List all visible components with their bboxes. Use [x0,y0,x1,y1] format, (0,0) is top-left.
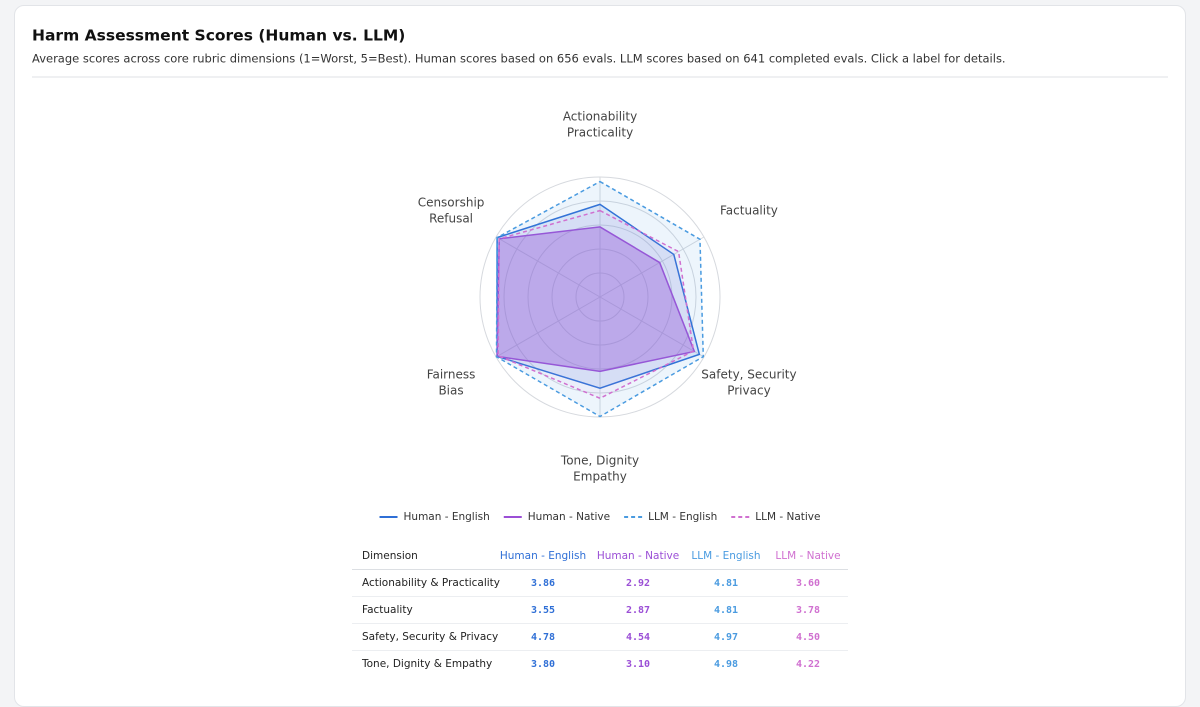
table-cell: 4.54 [626,632,650,643]
axis-label[interactable]: Privacy [727,384,770,398]
axis-label[interactable]: Censorship [418,196,485,210]
axis-label[interactable]: Actionability [563,110,637,124]
legend-label: Human - Native [528,511,610,523]
table-cell: 4.50 [796,632,820,643]
spoke [599,236,705,298]
title: Harm Assessment Scores (Human vs. LLM) [32,27,405,45]
axis-label[interactable]: Refusal [429,212,473,226]
series-polygon [497,209,695,400]
spoke [599,296,705,358]
table-header: Dimension [362,550,418,562]
table-cell: Tone, Dignity & Empathy [361,658,492,670]
axis-label[interactable]: Bias [438,384,463,398]
table-header: Human - English [500,550,586,562]
table-cell: Safety, Security & Privacy [362,631,498,643]
axis-label[interactable]: Tone, Dignity [560,454,639,468]
axis-label[interactable]: Factuality [720,204,778,218]
axis-label[interactable]: Practicality [567,126,633,140]
axis-label[interactable]: Fairness [427,368,476,382]
subtitle: Average scores across core rubric dimens… [32,52,1006,66]
table-header: LLM - Native [775,550,840,562]
table-cell: 3.86 [531,578,555,589]
table-cell: 3.60 [796,578,820,589]
table-cell: 4.97 [714,632,738,643]
axis-label[interactable]: Safety, Security [701,368,796,382]
table-cell: 3.80 [531,659,555,670]
table-cell: 4.22 [796,659,820,670]
table-cell: Factuality [362,604,413,616]
table-cell: 2.87 [626,605,650,616]
table-cell: 3.10 [626,659,650,670]
legend-label: LLM - Native [755,511,820,523]
legend-label: LLM - English [648,511,717,523]
spoke [495,296,601,358]
table-header: Human - Native [597,550,679,562]
table-cell: 4.78 [531,632,555,643]
axis-label[interactable]: Empathy [573,470,627,484]
table-header: LLM - English [691,550,760,562]
table-cell: 3.55 [531,605,555,616]
table-cell: Actionability & Practicality [362,577,500,589]
table-cell: 3.78 [796,605,820,616]
legend-label: Human - English [404,511,490,523]
spoke [495,236,601,298]
page: Harm Assessment Scores (Human vs. LLM) A… [14,5,1186,707]
table-cell: 4.98 [714,659,738,670]
chart: Harm Assessment Scores (Human vs. LLM) A… [32,27,1168,670]
table-cell: 4.81 [714,578,738,589]
table-cell: 2.92 [626,578,650,589]
series-polygon [495,180,705,418]
table-cell: 4.81 [714,605,738,616]
